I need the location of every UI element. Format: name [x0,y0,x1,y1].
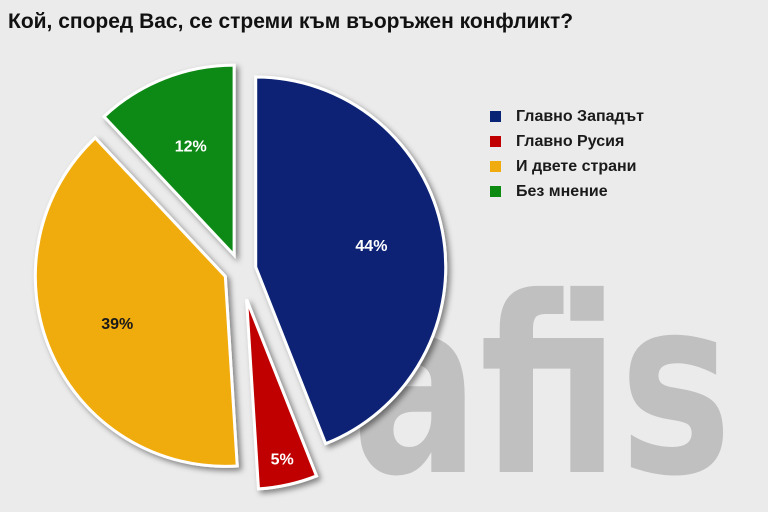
pie-slice-both-sides [33,135,239,468]
chart-legend: Главно Западът Главно Русия И двете страни… [490,104,644,204]
slice-label-mainly-russia: 5% [271,452,294,469]
pie-slices [33,63,448,491]
legend-swatch [490,111,501,122]
legend-swatch [490,186,501,197]
legend-item-mainly-russia: Главно Русия [490,129,644,154]
slice-label-mainly-west: 44% [355,238,387,255]
legend-label: Главно Русия [516,132,625,150]
pie-slice-no-opinion [101,63,236,259]
legend-swatch [490,136,501,147]
legend-label: Без мнение [516,182,608,200]
chart-title: Кой, според Вас, се стреми към въоръжен … [8,10,574,33]
legend-item-no-opinion: Без мнение [490,179,644,204]
slice-label-both-sides: 39% [101,316,133,333]
slice-labels: 44% 5% 39% 12% [101,139,387,469]
legend-item-both-sides: И двете страни [490,154,644,179]
pie-slice-mainly-russia [245,298,319,491]
pie-slice-mainly-west [254,75,448,446]
slice-label-no-opinion: 12% [175,139,207,156]
legend-label: Главно Западът [516,107,644,125]
legend-item-mainly-west: Главно Западът [490,104,644,129]
legend-label: И двете страни [516,157,637,175]
legend-swatch [490,161,501,172]
